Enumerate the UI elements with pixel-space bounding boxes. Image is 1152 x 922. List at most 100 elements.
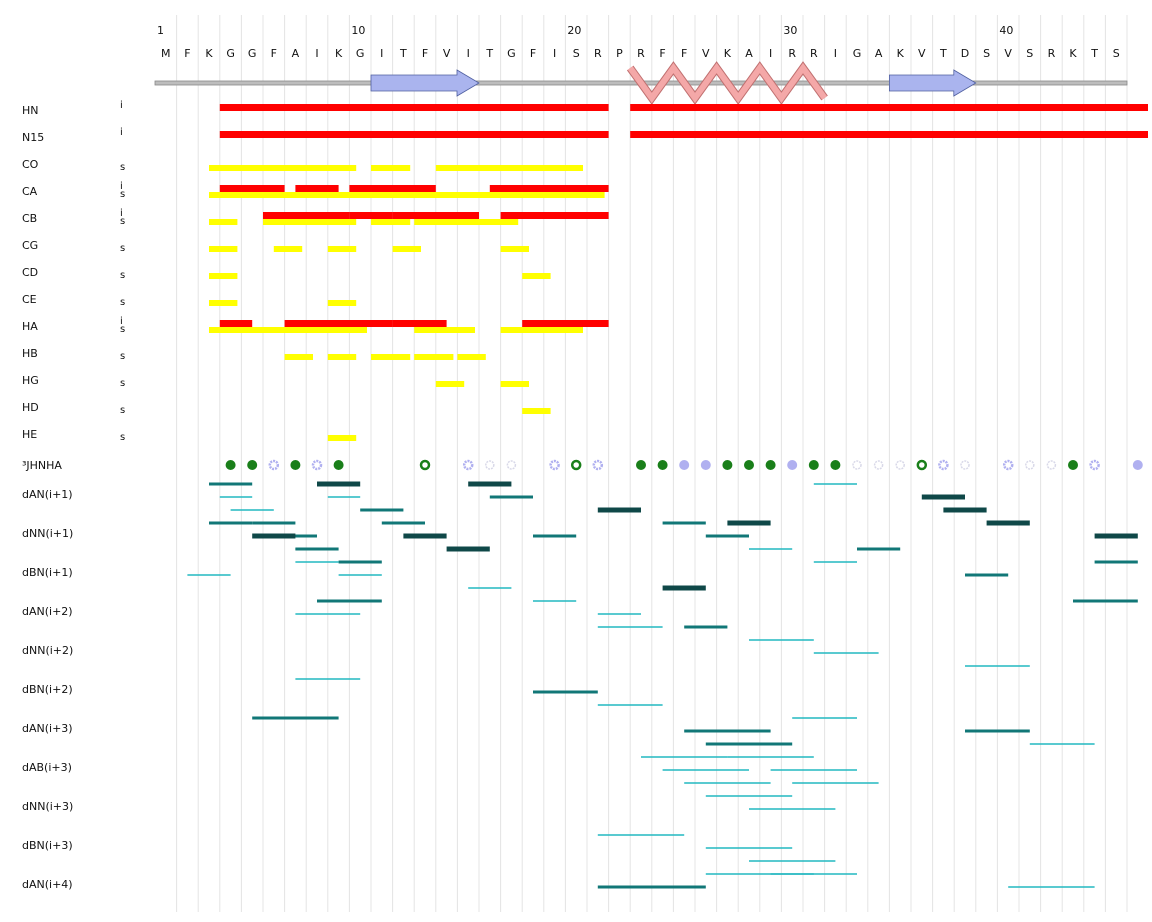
stereo-assignment-bar <box>209 219 238 225</box>
row-type-label: s <box>120 324 125 335</box>
jcoupling-markers <box>225 459 1143 471</box>
noe-row-label: dNN(i+1) <box>22 527 73 540</box>
residue-letter: K <box>1069 47 1077 60</box>
noe-row-label: dAN(i+4) <box>22 878 73 891</box>
jcoupling-open-ring-marker <box>852 460 862 470</box>
row-type-label: s <box>120 405 125 416</box>
row-label: HE <box>22 428 37 441</box>
stereo-assignment-bar <box>435 165 583 171</box>
jcoupling-open-star-marker <box>592 459 604 471</box>
identified-assignment-bar <box>219 185 285 192</box>
stereo-assignment-bar <box>435 381 465 387</box>
residue-number: 40 <box>999 24 1013 37</box>
row-label: HA <box>22 320 38 333</box>
jcoupling-open-star-marker <box>311 459 323 471</box>
jcoupling-open-ring-marker <box>506 460 517 470</box>
identified-assignment-bar <box>522 320 609 327</box>
row-label: CE <box>22 293 37 306</box>
jcoupling-filled-marker <box>225 460 236 470</box>
residue-letter: R <box>1048 47 1056 60</box>
row-type-label: s <box>120 432 125 443</box>
residue-letter: K <box>897 47 905 60</box>
noe-row-label: dNN(i+3) <box>22 800 73 813</box>
identified-assignment-bar <box>219 320 253 327</box>
row-label: HD <box>22 401 39 414</box>
noe-row-label: dAN(i+1) <box>22 488 73 501</box>
jcoupling-filled-marker <box>765 460 776 470</box>
row-label: HN <box>22 104 39 117</box>
residue-number: 20 <box>567 24 581 37</box>
jcoupling-open-ring-marker <box>1025 460 1035 470</box>
noe-row-label: dBN(i+1) <box>22 566 73 579</box>
residue-letter: F <box>422 47 428 60</box>
row-type-label: s <box>120 189 125 200</box>
identified-assignment-bar <box>219 104 609 111</box>
noe-row-label: dAN(i+3) <box>22 722 73 735</box>
residue-letter: M <box>161 47 171 60</box>
residue-letter: A <box>292 47 300 60</box>
jcoupling-open-star-marker <box>549 459 560 471</box>
residue-letter: R <box>637 47 645 60</box>
jcoupling-filled-marker <box>247 460 258 470</box>
secondary-structure-track <box>154 61 1128 105</box>
identified-assignment-bar <box>500 212 609 219</box>
residue-letter: K <box>724 47 732 60</box>
residue-letter: S <box>983 47 990 60</box>
identified-assignment-bar <box>327 320 393 327</box>
jcoupling-ring-marker <box>419 459 431 471</box>
jcoupling-open-ring-marker <box>895 460 905 470</box>
stereo-assignment-bar <box>327 354 357 360</box>
stereo-assignment-bar <box>414 327 475 333</box>
residue-gridlines <box>176 15 1128 912</box>
identified-assignment-bar <box>349 212 393 219</box>
stereo-assignment-bar <box>500 246 529 252</box>
identified-assignment-bar <box>263 212 350 219</box>
residue-letter: F <box>271 47 277 60</box>
jcoupling-light-marker <box>1132 460 1143 470</box>
row-label: CD <box>22 266 38 279</box>
residue-letter: F <box>659 47 665 60</box>
residue-letter: A <box>875 47 883 60</box>
jcoupling-open-ring-marker <box>960 460 970 470</box>
stereo-assignment-bar <box>209 300 238 306</box>
stereo-assignment-bar <box>209 246 238 252</box>
identified-assignment-bar <box>392 320 447 327</box>
residue-letter: I <box>769 47 772 60</box>
stereo-assignment-bar <box>414 219 519 225</box>
jcoupling-ring-marker <box>916 459 928 471</box>
residue-letter: F <box>681 47 687 60</box>
stereo-assignment-bar <box>327 300 357 306</box>
row-label: N15 <box>22 131 44 144</box>
stereo-assignment-bar <box>209 327 367 333</box>
identified-assignment-bar <box>489 185 609 192</box>
stereo-assignment-bar <box>522 408 551 414</box>
jcoupling-filled-marker <box>636 460 646 470</box>
row-type-label: i <box>120 208 123 219</box>
noe-row-label: dBN(i+3) <box>22 839 73 852</box>
identified-assignment-bar <box>295 185 339 192</box>
jcoupling-open-star-marker <box>1089 459 1100 471</box>
stereo-assignment-bar <box>327 435 357 441</box>
identified-assignment-bar <box>630 131 1148 138</box>
beta-strand-arrow <box>889 69 977 97</box>
identified-assignment-bar <box>349 185 436 192</box>
jcoupling-open-star-marker <box>938 459 949 471</box>
jcoupling-open-star-marker <box>462 459 474 471</box>
jcoupling-open-ring-marker <box>873 460 884 470</box>
residue-letter: V <box>702 47 710 60</box>
identified-assignment-bar <box>219 131 609 138</box>
stereo-assignment-bar <box>209 273 238 279</box>
residue-letter: V <box>1004 47 1012 60</box>
jcoupling-filled-marker <box>830 460 841 470</box>
residue-letter: I <box>380 47 383 60</box>
stereo-assignment-bar <box>263 219 357 225</box>
stereo-assignment-bar <box>284 354 313 360</box>
residue-letter: A <box>745 47 753 60</box>
stereo-assignment-bar <box>371 165 411 171</box>
identified-assignment-bar <box>392 212 479 219</box>
residue-letter: V <box>443 47 451 60</box>
residue-letter: G <box>248 47 257 60</box>
